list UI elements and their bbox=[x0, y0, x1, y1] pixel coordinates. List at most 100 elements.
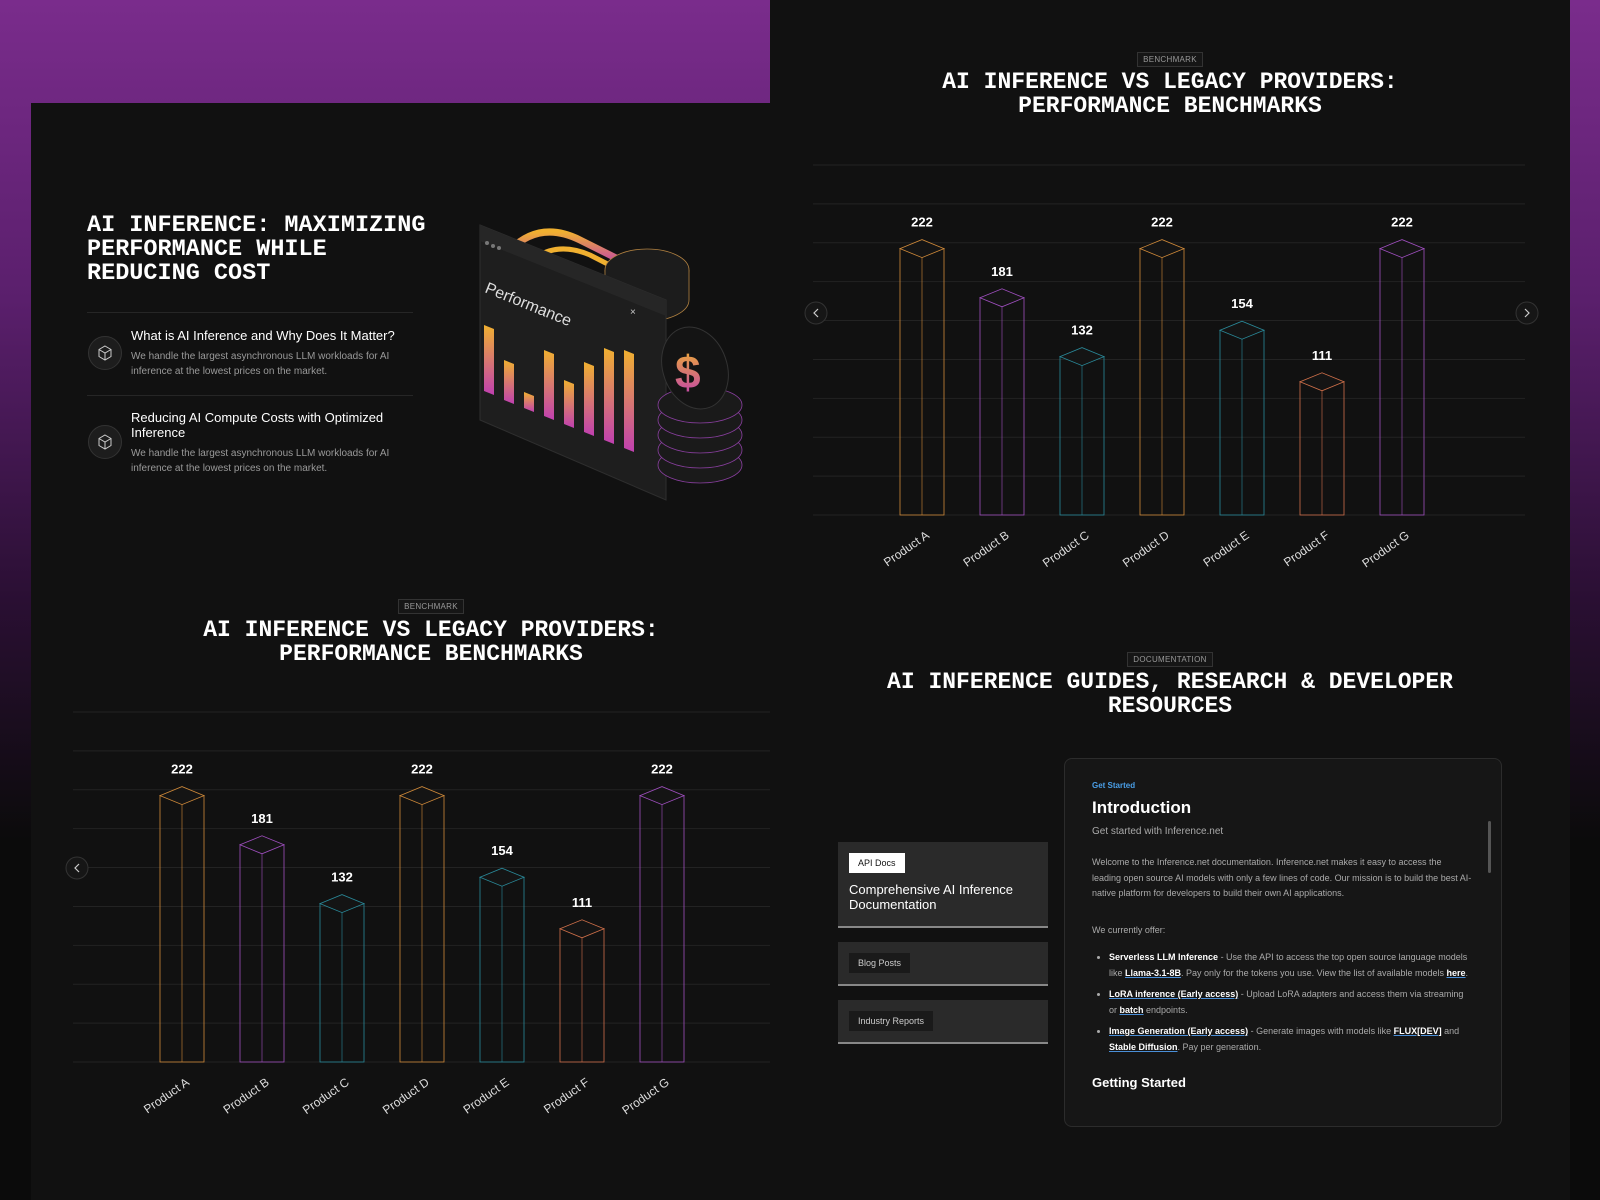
x-tick-label: Product C bbox=[1040, 528, 1092, 570]
doc-text: . bbox=[1465, 967, 1469, 978]
bar-top bbox=[398, 786, 446, 806]
x-tick-label: Product B bbox=[221, 1075, 272, 1117]
item-text: We handle the largest asynchronous LLM w… bbox=[131, 448, 390, 474]
bar-top bbox=[558, 919, 606, 939]
data-label: 222 bbox=[411, 762, 433, 777]
doc-link[interactable]: batch bbox=[1119, 1004, 1144, 1015]
bar-top bbox=[318, 894, 366, 914]
doc-text: - Generate images with models like bbox=[1248, 1026, 1394, 1036]
data-label: 154 bbox=[491, 843, 513, 858]
x-tick-label: Product A bbox=[881, 528, 932, 569]
illustration: Performance × $ bbox=[479, 224, 743, 501]
bar-top bbox=[1378, 239, 1426, 259]
doc-link[interactable]: here bbox=[1446, 967, 1466, 978]
doc-heading: Introduction bbox=[1092, 798, 1192, 817]
doc-text: - Use the API to access the top open sou… bbox=[1109, 952, 1468, 978]
data-label: 111 bbox=[1312, 348, 1332, 363]
carousel-arrow[interactable] bbox=[1515, 301, 1539, 325]
hero-item: What is AI Inference and Why Does It Mat… bbox=[131, 328, 416, 379]
doc-list-item: Image Generation (Early access) - Genera… bbox=[1109, 1024, 1473, 1055]
x-tick-label: Product C bbox=[300, 1075, 352, 1117]
x-tick-label: Product F bbox=[1281, 528, 1332, 569]
x-tick-label: Product E bbox=[1201, 528, 1252, 570]
hero-item: Reducing AI Compute Costs with Optimized… bbox=[131, 410, 416, 476]
doc-text: . Pay only for the tokens you use. View … bbox=[1181, 967, 1447, 978]
tab-tag: Blog Posts bbox=[849, 953, 911, 973]
svg-text:$: $ bbox=[675, 346, 701, 398]
bar-top bbox=[1138, 239, 1186, 259]
x-tick-label: Product E bbox=[461, 1075, 512, 1117]
scrollbar[interactable] bbox=[1488, 821, 1491, 873]
data-label: 111 bbox=[572, 895, 592, 910]
data-label: 154 bbox=[1231, 296, 1253, 311]
svg-text:×: × bbox=[630, 307, 636, 318]
tab-tag: Industry Reports bbox=[849, 1011, 934, 1031]
doc-list: Serverless LLM Inference - Use the API t… bbox=[1092, 950, 1473, 1055]
tab-tag: API Docs bbox=[849, 853, 905, 873]
bar-top bbox=[978, 288, 1026, 308]
doc-text: and bbox=[1441, 1026, 1460, 1036]
item-icon bbox=[88, 425, 122, 459]
doc-link[interactable]: Image Generation (Early access) bbox=[1109, 1026, 1249, 1036]
doc-link[interactable]: Stable Diffusion bbox=[1109, 1041, 1178, 1052]
carousel-arrow[interactable] bbox=[804, 301, 828, 325]
doc-title: AI INFERENCE GUIDES, RESEARCH & DEVELOPE… bbox=[887, 669, 1453, 719]
doc-paragraph: We currently offer: bbox=[1092, 924, 1166, 935]
data-label: 222 bbox=[911, 215, 933, 230]
chart-title: AI INFERENCE VS LEGACY PROVIDERS: PERFOR… bbox=[942, 69, 1398, 119]
hero-title: AI INFERENCE: MAXIMIZING PERFORMANCE WHI… bbox=[87, 212, 426, 287]
doc-paragraph: Welcome to the Inference.net documentati… bbox=[1092, 857, 1472, 898]
doc-text: endpoints. bbox=[1143, 1004, 1188, 1015]
section-badge: BENCHMARK bbox=[1137, 52, 1203, 67]
data-label: 222 bbox=[1391, 215, 1413, 230]
section-badge: BENCHMARK bbox=[398, 599, 464, 614]
bar-top bbox=[238, 835, 286, 855]
doc-link[interactable]: FLUX[DEV] bbox=[1393, 1026, 1442, 1036]
bar-top bbox=[1058, 347, 1106, 367]
x-tick-label: Product D bbox=[380, 1075, 432, 1117]
doc-header: DOCUMENTATION bbox=[770, 649, 1570, 667]
data-label: 132 bbox=[1071, 323, 1093, 338]
bar-top bbox=[898, 239, 946, 259]
doc-text: Serverless LLM Inference bbox=[1109, 952, 1219, 962]
x-tick-label: Product A bbox=[141, 1075, 192, 1116]
x-tick-label: Product D bbox=[1120, 528, 1172, 570]
chart: 222 Product A 181 Product B 132 Product C 222 P… bbox=[804, 164, 1539, 570]
data-label: 222 bbox=[171, 762, 193, 777]
tab[interactable]: Blog Posts bbox=[838, 942, 1048, 986]
doc-content: Get Started Introduction Get started wit… bbox=[1064, 758, 1502, 1127]
chart-header: BENCHMARK bbox=[770, 49, 1570, 67]
data-label: 181 bbox=[251, 811, 273, 826]
x-tick-label: Product G bbox=[619, 1075, 671, 1117]
item-text: We handle the largest asynchronous LLM w… bbox=[131, 351, 390, 377]
doc-list-item: LoRA inference (Early access) - Upload L… bbox=[1109, 987, 1473, 1018]
data-label: 222 bbox=[1151, 215, 1173, 230]
item-icon bbox=[88, 336, 122, 370]
tab[interactable]: API Docs Comprehensive AI Inference Docu… bbox=[838, 842, 1048, 928]
data-label: 222 bbox=[651, 762, 673, 777]
chart-title: AI INFERENCE VS LEGACY PROVIDERS: PERFOR… bbox=[203, 617, 659, 667]
doc-text: . Pay per generation. bbox=[1177, 1041, 1262, 1052]
doc-link[interactable]: Llama-3.1-8B bbox=[1125, 967, 1182, 978]
x-tick-label: Product G bbox=[1359, 528, 1411, 570]
bar-top bbox=[158, 786, 206, 806]
chart: 222 Product A 181 Product B 132 Product C 222 P… bbox=[65, 711, 770, 1117]
bar-top bbox=[638, 786, 686, 806]
data-label: 181 bbox=[991, 264, 1013, 279]
data-label: 132 bbox=[331, 870, 353, 885]
bar-top bbox=[1298, 372, 1346, 392]
tab-title: Comprehensive AI Inference Documentation bbox=[849, 882, 1014, 912]
chart-header: BENCHMARK bbox=[0, 596, 862, 614]
doc-eyebrow: Get Started bbox=[1092, 781, 1136, 790]
divider bbox=[87, 312, 413, 313]
x-tick-label: Product B bbox=[961, 528, 1012, 570]
item-heading: What is AI Inference and Why Does It Mat… bbox=[131, 328, 395, 343]
doc-text: - Upload LoRA adapters and access them v… bbox=[1109, 989, 1464, 1015]
doc-link[interactable]: LoRA inference (Early access) bbox=[1109, 989, 1239, 999]
section-badge: DOCUMENTATION bbox=[1127, 652, 1213, 667]
carousel-arrow[interactable] bbox=[65, 856, 89, 880]
doc-list-item: Serverless LLM Inference - Use the API t… bbox=[1109, 950, 1473, 981]
bar-top bbox=[1218, 320, 1266, 340]
tab[interactable]: Industry Reports bbox=[838, 1000, 1048, 1044]
